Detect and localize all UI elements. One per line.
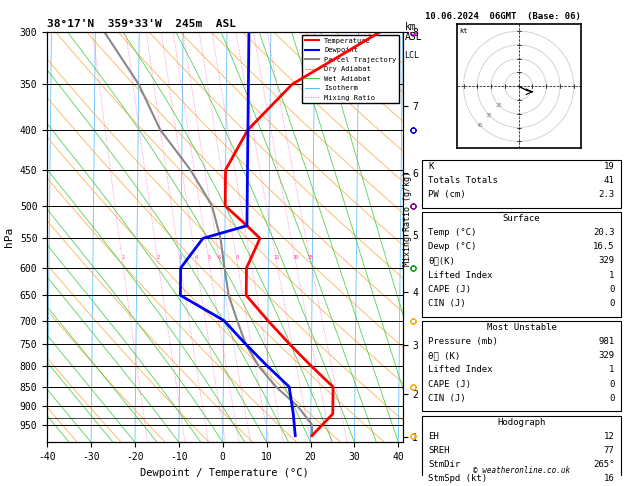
Text: 20: 20	[292, 255, 299, 260]
Text: kt: kt	[459, 28, 467, 34]
Text: 1: 1	[121, 255, 124, 260]
Text: Mixing Ratio (g/kg): Mixing Ratio (g/kg)	[403, 171, 412, 266]
Text: km: km	[404, 22, 416, 32]
Text: 8: 8	[235, 255, 238, 260]
Text: 2.3: 2.3	[598, 190, 615, 199]
Text: StmSpd (kt): StmSpd (kt)	[428, 474, 487, 484]
Text: Hodograph: Hodograph	[498, 418, 545, 427]
Text: 981: 981	[598, 337, 615, 346]
Text: 0: 0	[610, 394, 615, 403]
Legend: Temperature, Dewpoint, Parcel Trajectory, Dry Adiabat, Wet Adiabat, Isotherm, Mi: Temperature, Dewpoint, Parcel Trajectory…	[302, 35, 399, 104]
Text: 16.5: 16.5	[593, 243, 615, 251]
Text: 0: 0	[610, 299, 615, 308]
Text: CIN (J): CIN (J)	[428, 394, 466, 403]
X-axis label: Dewpoint / Temperature (°C): Dewpoint / Temperature (°C)	[140, 468, 309, 478]
Text: 3: 3	[179, 255, 182, 260]
Text: 12: 12	[604, 432, 615, 441]
Text: 10: 10	[248, 255, 254, 260]
Text: CAPE (J): CAPE (J)	[428, 285, 471, 294]
Text: 329: 329	[598, 351, 615, 360]
Text: LCL: LCL	[404, 51, 420, 60]
Text: θᴄ (K): θᴄ (K)	[428, 351, 460, 360]
Text: ASL: ASL	[404, 32, 422, 42]
Text: 20.3: 20.3	[593, 228, 615, 237]
Text: 1: 1	[610, 365, 615, 374]
Text: 40: 40	[476, 123, 482, 128]
Text: 329: 329	[598, 257, 615, 265]
Text: Dewp (°C): Dewp (°C)	[428, 243, 477, 251]
Text: 5: 5	[208, 255, 211, 260]
Text: 0: 0	[610, 380, 615, 388]
Text: SREH: SREH	[428, 446, 450, 455]
Text: Most Unstable: Most Unstable	[486, 323, 557, 332]
Text: 10.06.2024  06GMT  (Base: 06): 10.06.2024 06GMT (Base: 06)	[425, 12, 581, 21]
Text: CAPE (J): CAPE (J)	[428, 380, 471, 388]
Text: Surface: Surface	[503, 214, 540, 223]
Text: 25: 25	[308, 255, 314, 260]
Text: Pressure (mb): Pressure (mb)	[428, 337, 498, 346]
Text: 19: 19	[604, 162, 615, 171]
Text: 265°: 265°	[593, 460, 615, 469]
Text: Totals Totals: Totals Totals	[428, 176, 498, 185]
Text: Lifted Index: Lifted Index	[428, 365, 493, 374]
Text: 6: 6	[218, 255, 221, 260]
Text: 30: 30	[486, 113, 493, 118]
Text: 38°17'N  359°33'W  245m  ASL: 38°17'N 359°33'W 245m ASL	[47, 19, 236, 30]
Text: 16: 16	[604, 474, 615, 484]
Text: Temp (°C): Temp (°C)	[428, 228, 477, 237]
Text: 2: 2	[157, 255, 160, 260]
Text: θᴄ(K): θᴄ(K)	[428, 257, 455, 265]
Y-axis label: hPa: hPa	[4, 227, 14, 247]
Text: StmDir: StmDir	[428, 460, 460, 469]
Text: 15: 15	[274, 255, 280, 260]
Text: 77: 77	[604, 446, 615, 455]
Text: © weatheronline.co.uk: © weatheronline.co.uk	[473, 466, 570, 475]
Text: 1: 1	[610, 271, 615, 279]
Text: PW (cm): PW (cm)	[428, 190, 466, 199]
Text: K: K	[428, 162, 433, 171]
Text: Lifted Index: Lifted Index	[428, 271, 493, 279]
Text: 41: 41	[604, 176, 615, 185]
Text: 0: 0	[610, 285, 615, 294]
Text: 4: 4	[194, 255, 198, 260]
Text: CIN (J): CIN (J)	[428, 299, 466, 308]
Text: EH: EH	[428, 432, 439, 441]
Text: 20: 20	[496, 104, 503, 108]
